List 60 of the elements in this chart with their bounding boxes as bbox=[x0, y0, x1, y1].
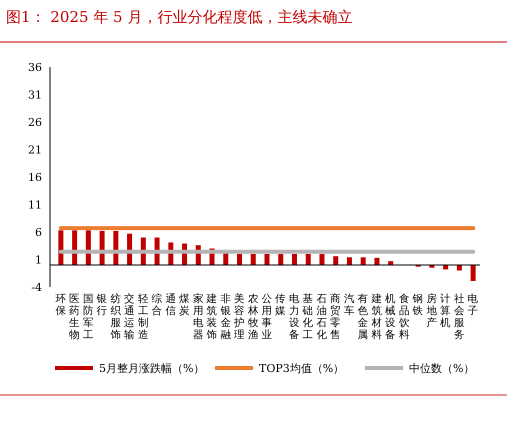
bar bbox=[278, 254, 284, 265]
bar bbox=[360, 257, 366, 265]
bar bbox=[346, 257, 352, 265]
x-tick-label: 非银金融 bbox=[219, 292, 232, 341]
y-tick-label: 36 bbox=[28, 61, 42, 74]
bar bbox=[374, 258, 380, 265]
x-tick-label: 国防军工 bbox=[82, 293, 94, 341]
y-tick-label: -4 bbox=[31, 281, 42, 294]
x-tick-label: 房地产 bbox=[425, 292, 438, 329]
bar bbox=[456, 265, 462, 270]
y-tick-label: 26 bbox=[28, 116, 42, 129]
x-tick-label: 通信 bbox=[165, 292, 176, 317]
x-tick-label: 美容护理 bbox=[233, 292, 246, 341]
y-tick-label: 1 bbox=[35, 254, 42, 266]
x-tick-label: 家用电器 bbox=[192, 292, 204, 341]
x-tick-label: 有色金属 bbox=[358, 293, 369, 341]
x-tick-label: 机械设备 bbox=[385, 293, 396, 341]
x-tick-label: 汽车 bbox=[344, 293, 355, 317]
x-tick-label: 银行 bbox=[96, 293, 108, 317]
bar bbox=[470, 265, 476, 281]
bar bbox=[388, 261, 394, 265]
x-tick-label: 农林牧渔 bbox=[246, 293, 259, 341]
legend-label: TOP3均值（%） bbox=[259, 362, 344, 375]
legend-label: 中位数（%） bbox=[409, 362, 474, 375]
x-tick-label: 建筑材料 bbox=[370, 292, 382, 341]
chart-title: 图1： 2025 年 5 月，行业分化程度低，主线未确立 bbox=[6, 8, 352, 26]
x-tick-label: 钢铁 bbox=[412, 293, 424, 317]
x-tick-label: 商贸零售 bbox=[330, 292, 342, 341]
x-tick-label: 轻工制造 bbox=[138, 293, 149, 341]
y-tick-label: 31 bbox=[28, 88, 42, 102]
x-tick-label: 综合 bbox=[152, 292, 163, 317]
bar bbox=[443, 265, 448, 270]
bar bbox=[333, 256, 338, 265]
x-tick-label: 医药生物 bbox=[69, 293, 80, 341]
bar bbox=[306, 254, 311, 265]
bar bbox=[250, 254, 256, 265]
x-tick-label: 基础化工 bbox=[302, 292, 314, 341]
x-tick-label: 交通运输 bbox=[124, 292, 136, 341]
bar bbox=[292, 254, 297, 265]
x-tick-label: 计算机 bbox=[440, 292, 452, 329]
legend-label: 5月整月涨跌幅（%） bbox=[99, 362, 204, 375]
x-tick-label: 电子 bbox=[468, 292, 479, 317]
bar bbox=[264, 254, 270, 265]
x-tick-label: 传媒 bbox=[275, 293, 286, 317]
y-tick-label: 6 bbox=[35, 226, 42, 239]
y-tick-label: 21 bbox=[28, 144, 42, 156]
x-tick-label: 煤炭 bbox=[179, 293, 190, 317]
x-tick-label: 食品饮料 bbox=[398, 293, 410, 341]
x-tick-label: 纺织服饰 bbox=[109, 292, 122, 341]
bar bbox=[429, 265, 434, 268]
x-tick-label: 公用事业 bbox=[262, 293, 272, 341]
bar bbox=[237, 254, 242, 265]
y-tick-label: 11 bbox=[28, 198, 42, 212]
x-tick-label: 社会服务 bbox=[454, 292, 465, 341]
y-tick-label: 16 bbox=[28, 171, 42, 184]
x-tick-label: 石油石化 bbox=[316, 293, 328, 341]
x-tick-label: 建筑装饰 bbox=[206, 292, 218, 341]
x-tick-label: 电力设备 bbox=[288, 292, 300, 341]
bar bbox=[319, 254, 324, 265]
x-tick-label: 环保 bbox=[55, 293, 66, 317]
